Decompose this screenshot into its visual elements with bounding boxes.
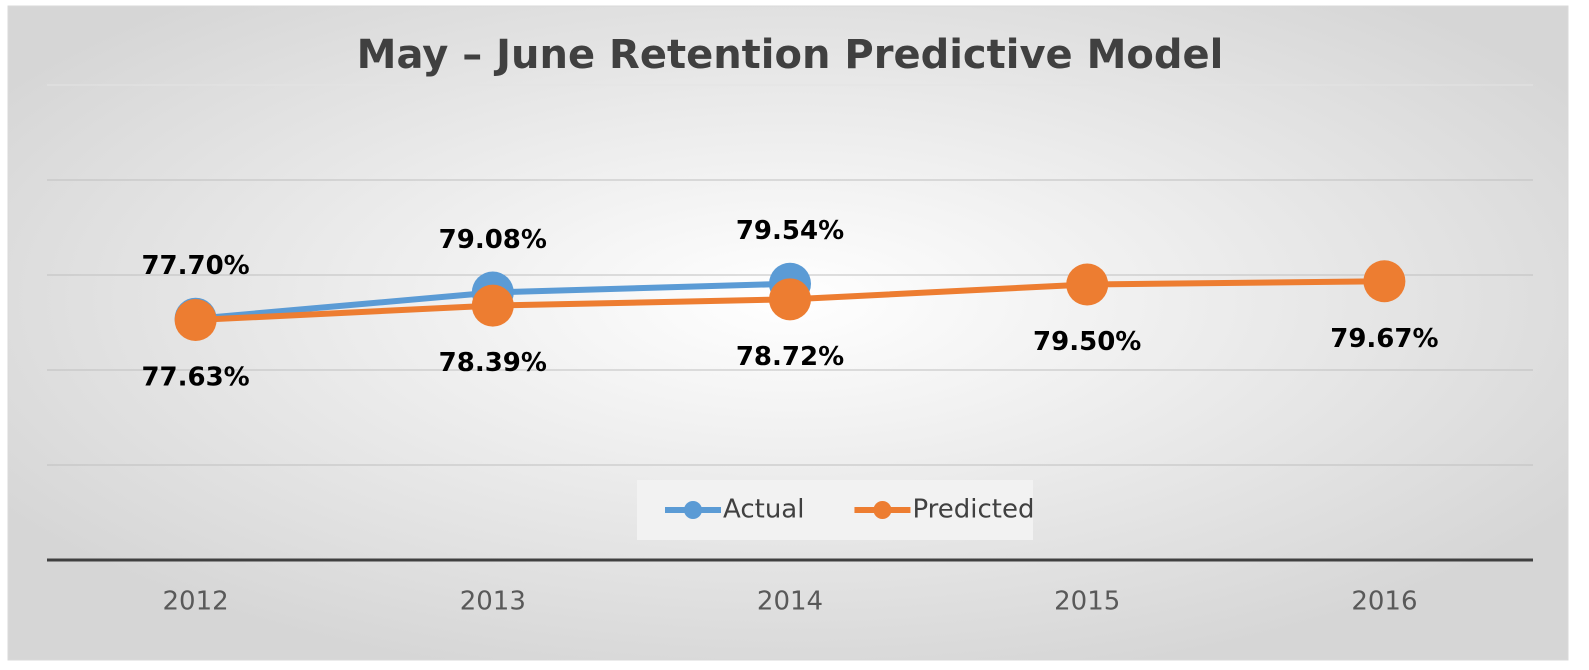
data-label: 77.70%: [141, 251, 249, 281]
marker: [174, 299, 217, 342]
chart-frame: [7, 5, 1569, 661]
x-tick-label: 2016: [1351, 587, 1417, 617]
marker: [1066, 263, 1109, 306]
data-label: 78.72%: [736, 342, 844, 372]
legend-label: Actual: [723, 495, 804, 525]
x-tick-label: 2014: [757, 587, 823, 617]
marker: [769, 278, 811, 321]
marker: [1363, 260, 1406, 303]
x-tick-label: 2012: [163, 587, 229, 617]
x-tick-label: 2015: [1054, 587, 1120, 617]
legend-label: Predicted: [912, 495, 1034, 525]
x-tick-label: 2013: [460, 587, 526, 617]
chart-title: May – June Retention Predictive Model: [357, 32, 1224, 78]
data-label: 79.50%: [1033, 327, 1141, 357]
data-label: 79.67%: [1330, 324, 1438, 354]
data-label: 79.08%: [439, 225, 547, 255]
marker: [471, 284, 514, 327]
legend-marker: [873, 501, 892, 519]
data-label: 77.63%: [141, 363, 249, 393]
data-label: 78.39%: [439, 348, 547, 378]
data-label: 79.54%: [736, 216, 844, 246]
legend-marker: [684, 501, 702, 519]
